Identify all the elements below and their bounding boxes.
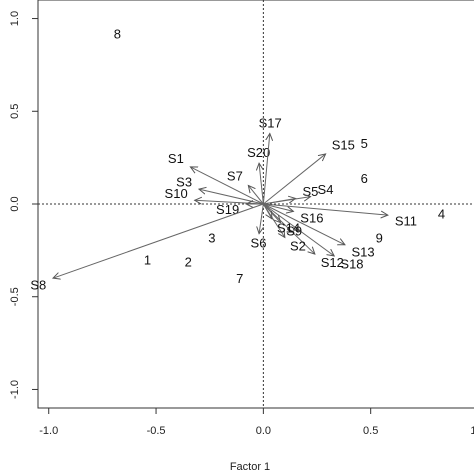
vector-s8 <box>53 203 264 278</box>
vector-label: S11 <box>395 213 417 228</box>
vector-s17 <box>262 134 269 205</box>
observation-9: 9 <box>376 230 383 245</box>
vector-label: S18 <box>340 256 363 271</box>
y-tick-label: -0.5 <box>9 287 21 306</box>
vector-label: S10 <box>165 186 188 201</box>
vector-label: S16 <box>300 210 323 225</box>
vector-label: S2 <box>290 239 306 254</box>
vector-label: S3 <box>176 174 192 189</box>
observation-6: 6 <box>361 171 368 186</box>
vector-s1 <box>190 167 264 205</box>
vector-label: S17 <box>259 116 282 131</box>
vector-label: S19 <box>216 202 239 217</box>
x-axis-title: Factor 1 <box>230 461 270 473</box>
observation-5: 5 <box>361 136 368 151</box>
vector-label: S12 <box>321 255 344 270</box>
x-tick-label: 0.0 <box>256 425 271 437</box>
vector-label: S1 <box>168 151 184 166</box>
vector-s15 <box>263 154 325 205</box>
x-axis: -1.0 -0.5 0.0 0.5 1.0 <box>39 408 474 437</box>
vector-s6 <box>259 203 263 234</box>
y-tick-label: 1.0 <box>9 11 21 26</box>
vector-s11 <box>263 203 387 215</box>
x-tick-label: -0.5 <box>147 425 166 437</box>
observation-7: 7 <box>236 271 243 286</box>
vector-label: S14 <box>277 220 300 235</box>
x-tick-label: 1.0 <box>470 425 474 437</box>
observation-3: 3 <box>208 230 215 245</box>
observation-1: 1 <box>144 253 151 268</box>
observation-2: 2 <box>185 254 192 269</box>
observation-8: 8 <box>114 26 121 41</box>
y-tick-label: 0.0 <box>9 196 21 211</box>
vector-label: S6 <box>251 236 267 251</box>
vector-s18 <box>263 203 334 256</box>
vector-s14 <box>262 203 272 219</box>
observation-4: 4 <box>438 206 445 221</box>
vector-label: S9 <box>286 223 302 238</box>
vector-label: S8 <box>30 278 46 293</box>
vector-label: S20 <box>247 145 270 160</box>
vector-label: S7 <box>227 168 243 183</box>
vector-s16 <box>263 203 293 211</box>
observation-points: 8 5 6 4 9 3 1 2 7 <box>114 26 445 286</box>
vector-s7 <box>248 185 264 205</box>
x-tick-label: 0.5 <box>363 425 378 437</box>
vector-label: S13 <box>352 245 375 260</box>
vector-label: S15 <box>332 137 355 152</box>
y-tick-label: 0.5 <box>9 104 21 119</box>
y-tick-label: -1.0 <box>9 380 21 399</box>
vector-s20 <box>259 163 264 205</box>
vector-s4 <box>263 197 310 205</box>
vector-label: S4 <box>318 182 334 197</box>
vector-s13 <box>263 203 345 245</box>
x-tick-label: -1.0 <box>39 425 58 437</box>
y-axis: -1.0 -0.5 0.0 0.5 1.0 <box>9 11 38 399</box>
